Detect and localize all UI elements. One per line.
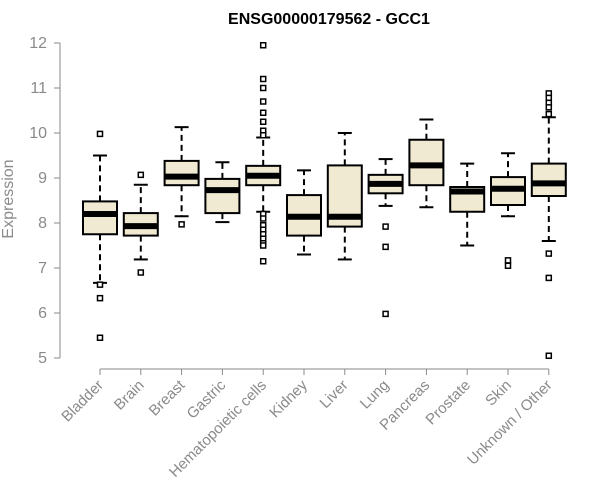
outlier-point [96, 130, 104, 138]
box-group [122, 171, 159, 276]
outlier-point [382, 310, 389, 318]
outlier-point [178, 221, 185, 228]
box-group [530, 90, 567, 359]
outlier-point [545, 110, 553, 118]
outlier-point [545, 250, 553, 257]
box-group [204, 161, 241, 224]
y-tick-label: 10 [29, 125, 47, 142]
outlier-point [259, 118, 267, 125]
outlier-point [137, 171, 145, 179]
outlier-point [137, 269, 145, 276]
x-tick-label: Liver [317, 377, 352, 412]
y-axis-label: Expression [0, 159, 17, 238]
y-tick-label: 8 [38, 215, 47, 232]
plot-area [82, 42, 567, 359]
outlier-point [259, 84, 267, 92]
outlier-point [259, 42, 267, 49]
box-group [449, 162, 486, 247]
y-tick-label: 11 [30, 80, 47, 97]
outlier-point [545, 104, 553, 111]
outlier-point [382, 243, 389, 251]
box-iqr [163, 159, 200, 187]
outlier-point [96, 281, 104, 288]
outlier-point [259, 132, 267, 139]
chart-title: ENSG00000179562 - GCC1 [228, 11, 430, 28]
y-axis: 5 6 7 8 9 10 11 12 [29, 35, 61, 367]
outlier-point [545, 352, 553, 359]
x-tick-label: Brain [111, 377, 148, 414]
box-group [367, 158, 404, 318]
outlier-point [259, 215, 267, 222]
x-tick-label: Kidney [266, 376, 311, 421]
box-iqr [82, 200, 118, 236]
outlier-point [259, 75, 267, 83]
box-iqr [204, 177, 241, 215]
box-iqr [530, 162, 567, 198]
box-group [408, 118, 445, 209]
box-group [490, 152, 526, 269]
x-tick-label: Breast [146, 376, 189, 419]
outlier-point [259, 109, 267, 116]
y-tick-label: 7 [38, 260, 47, 277]
y-tick-label: 9 [38, 170, 47, 187]
y-tick-label: 12 [29, 35, 47, 52]
outlier-point [504, 262, 512, 269]
box-group [163, 126, 200, 228]
x-tick-label: Skin [482, 377, 515, 410]
box-group [245, 42, 282, 265]
outlier-point [96, 334, 104, 341]
outlier-point [504, 257, 512, 264]
box-group [326, 132, 363, 261]
outlier-point [96, 294, 104, 302]
outlier-point [259, 242, 267, 249]
outlier-point [259, 98, 267, 105]
y-tick-label: 6 [38, 305, 47, 322]
x-tick-label: Bladder [58, 377, 107, 426]
outlier-point [382, 223, 389, 230]
x-tick-label: Prostate [422, 377, 474, 429]
box-group [82, 130, 118, 341]
x-tick-label: Lung [357, 377, 393, 413]
outlier-point [259, 258, 267, 265]
y-tick-label: 5 [38, 350, 47, 367]
box-group [286, 169, 322, 256]
outlier-point [545, 274, 553, 282]
